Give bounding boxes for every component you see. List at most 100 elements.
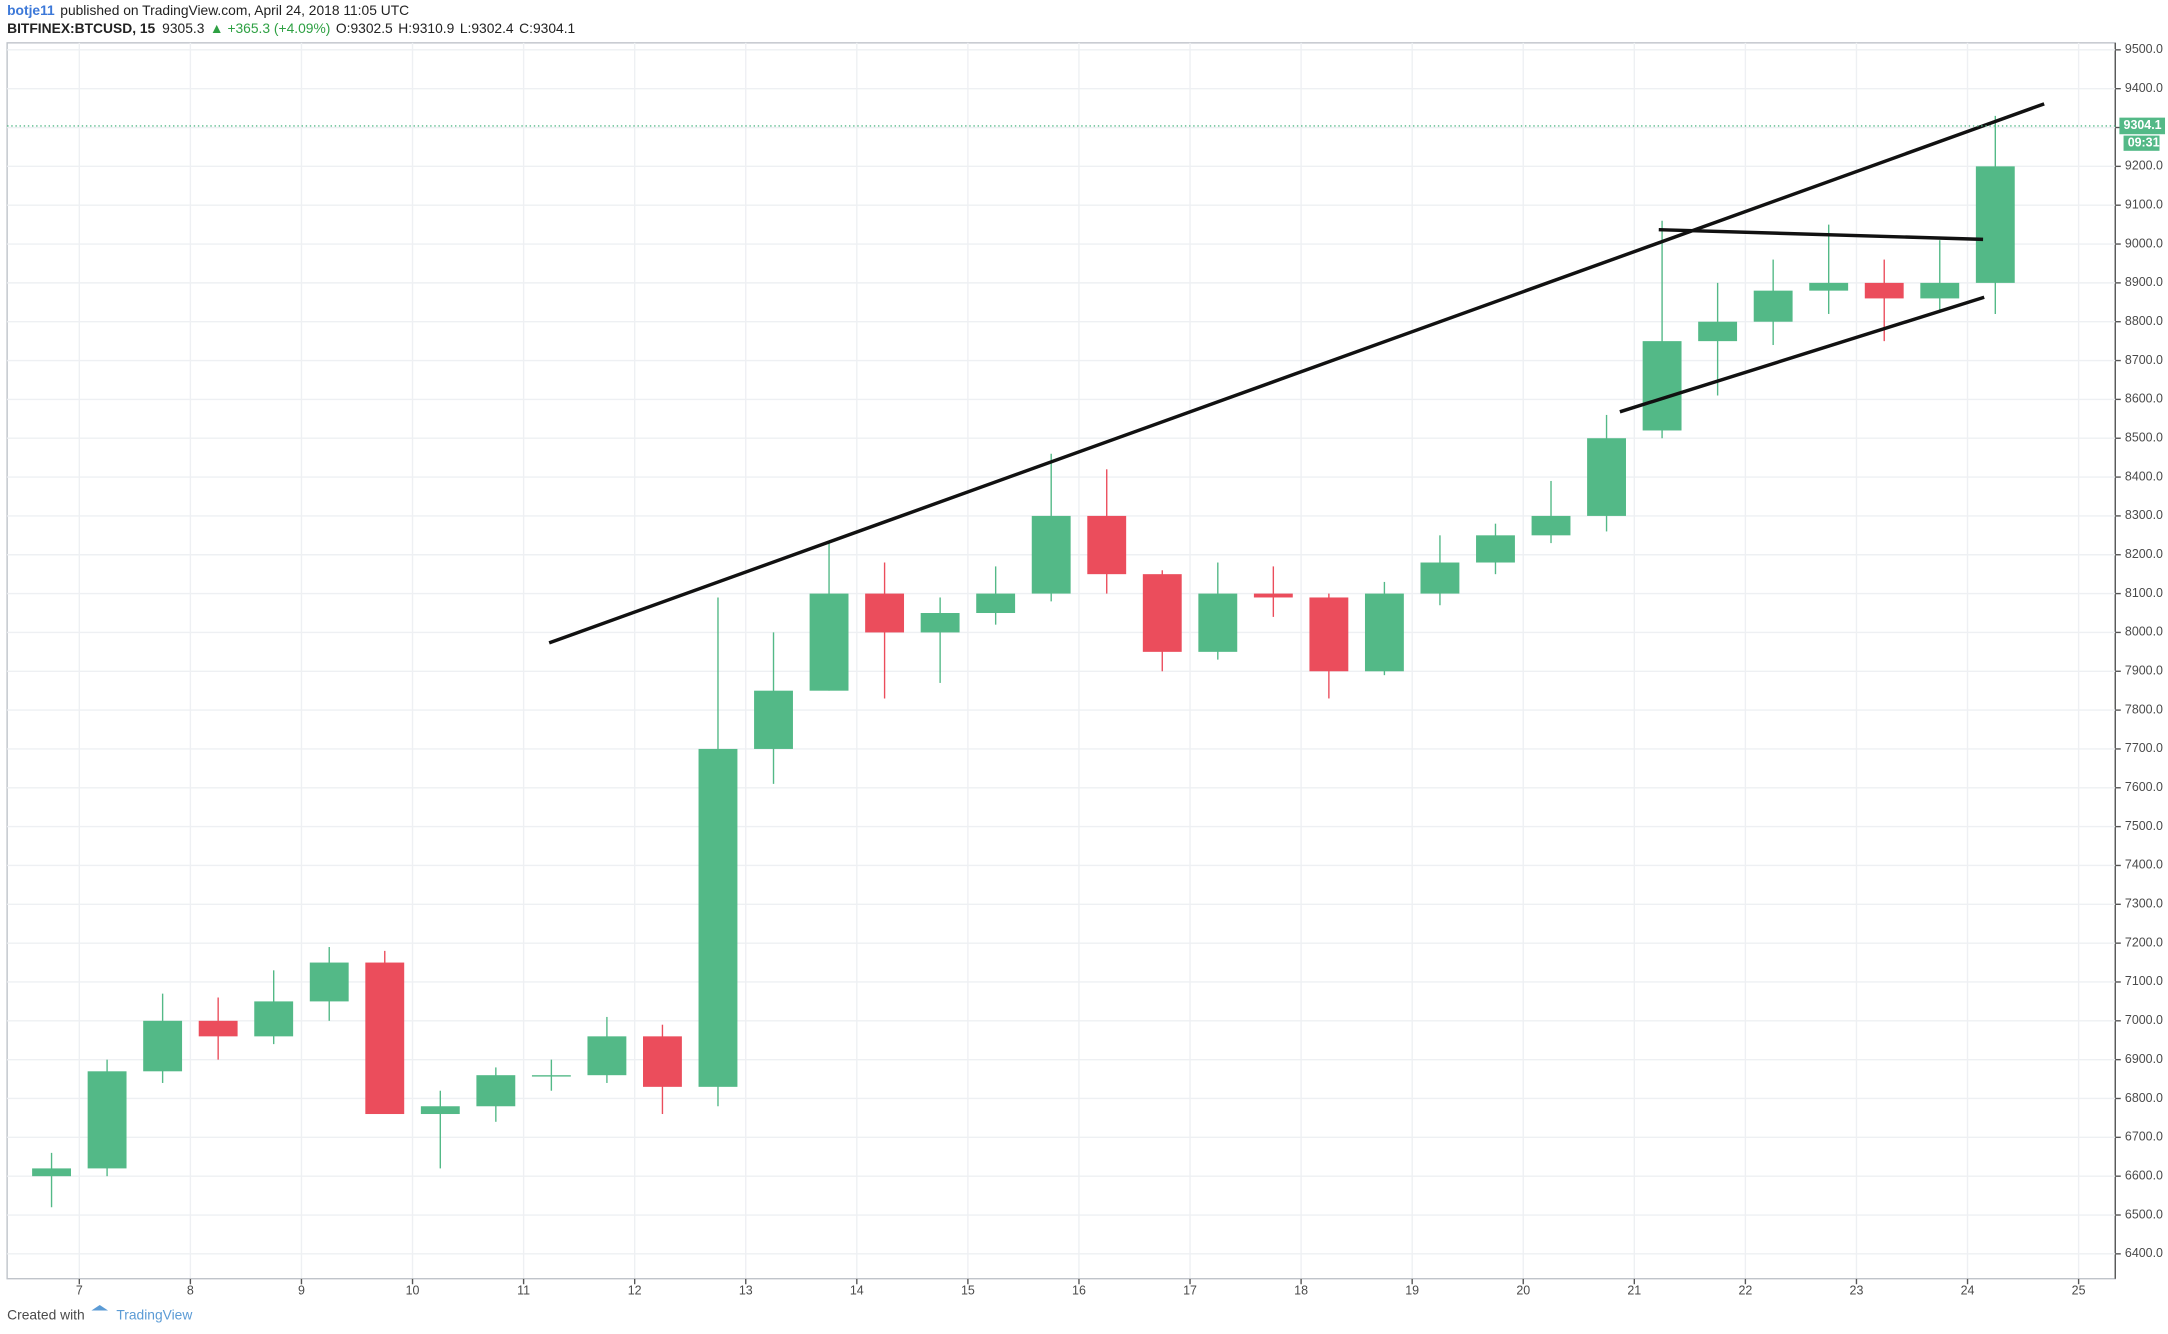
- last-price-box: [2119, 117, 2166, 135]
- y-tick-label: 7900.0: [2125, 664, 2163, 678]
- candle-body: [1031, 515, 1071, 594]
- candle-body: [1364, 593, 1404, 672]
- y-tick-label: 9200.0: [2125, 159, 2163, 173]
- x-tick-label: 25: [2072, 1283, 2086, 1297]
- author[interactable]: botje11: [7, 2, 55, 18]
- x-tick-label: 11: [517, 1283, 530, 1297]
- x-tick-label: 23: [1850, 1283, 1864, 1297]
- candle-body: [1975, 166, 2015, 283]
- trend-line: [548, 102, 2045, 645]
- candle-body: [1531, 515, 1571, 536]
- candle-body: [1920, 282, 1960, 299]
- candle-body: [587, 1036, 627, 1076]
- candle-body: [1142, 574, 1182, 652]
- candle-body: [309, 962, 349, 1002]
- candle-body: [1087, 515, 1127, 575]
- trend-line: [1619, 295, 1985, 414]
- candle-body: [1476, 535, 1515, 563]
- published: published on TradingView.com, April 24, …: [60, 2, 409, 18]
- candle-body: [976, 593, 1016, 614]
- candle-body: [143, 1020, 183, 1072]
- y-tick-label: 7100.0: [2125, 974, 2163, 988]
- y-tick-label: 6600.0: [2125, 1168, 2163, 1182]
- y-tick-label: 7700.0: [2125, 741, 2163, 755]
- trend-line: [1658, 227, 1984, 242]
- change: ▲ +365.3 (+4.09%): [210, 20, 330, 36]
- candle-body: [1309, 597, 1349, 672]
- candle-body: [32, 1168, 71, 1177]
- y-tick-label: 7300.0: [2125, 897, 2163, 911]
- y-tick-label: 8800.0: [2125, 314, 2163, 328]
- header-line-2: BITFINEX:BTCUSD, 15 9305.3 ▲ +365.3 (+4.09…: [7, 20, 575, 36]
- y-tick-label: 6800.0: [2125, 1091, 2163, 1105]
- y-tick-label: 8600.0: [2125, 392, 2163, 406]
- x-tick-label: 20: [1516, 1283, 1530, 1297]
- candle-body: [476, 1075, 516, 1107]
- candle-body: [865, 593, 905, 633]
- x-tick-label: 16: [1072, 1283, 1086, 1297]
- candle-body: [1198, 593, 1238, 652]
- candle-body: [420, 1106, 460, 1115]
- y-tick-label: 7400.0: [2125, 858, 2163, 872]
- y-tick-label: 8300.0: [2125, 508, 2163, 522]
- ohlc-close: C:9304.1: [519, 20, 575, 36]
- y-tick-label: 6400.0: [2125, 1246, 2163, 1260]
- x-tick-label: 24: [1961, 1283, 1975, 1297]
- x-tick-label: 17: [1183, 1283, 1197, 1297]
- y-tick-label: 8400.0: [2125, 469, 2163, 483]
- header-line-1: botje11 published on TradingView.com, Apr…: [7, 2, 409, 18]
- footer-created: Created with: [7, 1307, 85, 1323]
- candle-body: [198, 1020, 238, 1037]
- y-tick-label: 6700.0: [2125, 1130, 2163, 1144]
- ohlc-high: H:9310.9: [398, 20, 454, 36]
- candle-body: [1809, 282, 1849, 291]
- x-tick-label: 9: [298, 1283, 305, 1297]
- countdown-label: 09:31: [2128, 135, 2160, 149]
- y-tick-label: 8000.0: [2125, 625, 2163, 639]
- candle-body: [365, 962, 405, 1115]
- x-tick-label: 14: [850, 1283, 864, 1297]
- x-tick-label: 8: [187, 1283, 194, 1297]
- y-tick-label: 6500.0: [2125, 1207, 2163, 1221]
- candle-body: [531, 1075, 571, 1077]
- candle-body: [87, 1071, 127, 1169]
- candle-body: [1753, 290, 1793, 322]
- candle-body: [698, 748, 738, 1087]
- x-tick-label: 10: [406, 1283, 420, 1297]
- y-tick-label: 7000.0: [2125, 1013, 2163, 1027]
- x-tick-label: 18: [1294, 1283, 1308, 1297]
- y-tick-label: 8100.0: [2125, 586, 2163, 600]
- y-tick-label: 9400.0: [2125, 81, 2163, 95]
- y-tick-label: 7800.0: [2125, 702, 2163, 716]
- candle-body: [754, 690, 793, 749]
- candle-body: [1587, 438, 1626, 516]
- candle-body: [1698, 321, 1738, 342]
- x-tick-label: 7: [76, 1283, 83, 1297]
- candle-body: [809, 593, 849, 691]
- countdown-box: [2123, 135, 2160, 151]
- x-tick-label: 15: [961, 1283, 975, 1297]
- y-tick-label: 8500.0: [2125, 431, 2163, 445]
- footer-brand[interactable]: TradingView: [116, 1307, 193, 1323]
- candle-body: [920, 613, 960, 633]
- y-tick-label: 8900.0: [2125, 275, 2163, 289]
- candle-body: [643, 1036, 682, 1087]
- candle-body: [1420, 562, 1460, 594]
- candle-body: [1864, 282, 1904, 299]
- last-price-label: 9304.1: [2124, 118, 2162, 132]
- candle-body: [1253, 593, 1293, 598]
- candle-body: [1642, 341, 1682, 431]
- y-tick-label: 8700.0: [2125, 353, 2163, 367]
- x-tick-label: 12: [628, 1283, 642, 1297]
- x-tick-label: 13: [739, 1283, 753, 1297]
- ohlc-low: L:9302.4: [460, 20, 514, 36]
- y-tick-label: 8200.0: [2125, 547, 2163, 561]
- y-tick-label: 7600.0: [2125, 780, 2163, 794]
- y-tick-label: 9000.0: [2125, 236, 2163, 250]
- y-tick-label: 7200.0: [2125, 935, 2163, 949]
- last: 9305.3: [162, 20, 205, 36]
- candle-body: [254, 1001, 294, 1037]
- brand-logo: [91, 1304, 109, 1311]
- x-tick-label: 19: [1405, 1283, 1419, 1297]
